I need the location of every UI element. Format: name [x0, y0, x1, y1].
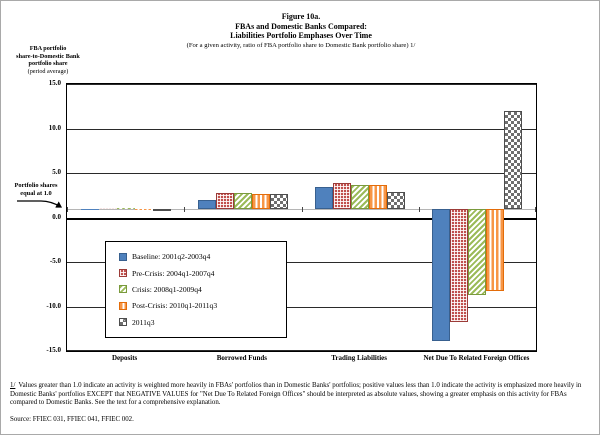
gridline	[67, 306, 536, 308]
legend-entry: 2011q3	[119, 318, 286, 327]
bar-net-due-to-related-foreign-offices-s3	[486, 208, 505, 292]
figure-subtitle: (For a given activity, ratio of FBA port…	[186, 41, 416, 49]
gridline	[67, 173, 536, 174]
y-tick-label: 10.0	[48, 123, 61, 132]
bar-deposits-s2	[116, 207, 135, 209]
bar-borrowed-funds-s4	[269, 194, 288, 209]
arrow-to-baseline-icon	[17, 200, 63, 208]
legend-label: Crisis: 2008q1-2009q4	[132, 284, 202, 294]
bar-net-due-to-related-foreign-offices-s0	[432, 208, 451, 342]
y-tick-label: 0.0	[52, 212, 61, 221]
legend-swatch	[119, 285, 127, 294]
y-tick-label: -5.0	[49, 257, 61, 265]
bar-trading-liabilities-s3	[369, 185, 388, 209]
bar-net-due-to-related-foreign-offices-s1	[450, 208, 469, 322]
x-axis-label: Borrowed Funds	[216, 354, 267, 362]
category-axis-tick	[67, 206, 68, 212]
y-axis-title: FBA portfolio share-to-Domestic Bank por…	[3, 45, 93, 75]
category-axis-tick	[301, 206, 303, 212]
baseline-annotation: Portfolio shares equal at 1.0	[3, 182, 69, 197]
footnote-text: Values greater than 1.0 indicate an acti…	[10, 382, 582, 407]
legend-swatch	[119, 252, 127, 261]
footnote-marker: 1/	[10, 382, 16, 389]
legend-label: Post-Crisis: 2010q1-2011q3	[132, 301, 218, 311]
y-axis-title-line1: FBA portfolio	[29, 45, 67, 52]
figure-title: Figure 10a. FBAs and Domestic Banks Comp…	[1, 12, 599, 50]
legend-swatch	[119, 301, 127, 310]
y-tick-label: 5.0	[52, 168, 61, 176]
category-axis-tick	[184, 206, 186, 212]
gridline	[67, 84, 536, 85]
category-axis-tick	[535, 206, 536, 212]
title-line3: Liabilities Portfolio Emphases Over Time	[230, 31, 372, 40]
y-tick-label: 15.0	[48, 79, 61, 87]
legend-label: Baseline: 2001q2-2003q4	[132, 252, 211, 262]
gridline	[67, 217, 536, 220]
annotation-line2: equal at 1.0	[20, 189, 52, 197]
legend-swatch	[119, 269, 127, 278]
legend-entry: Post-Crisis: 2010q1-2011q3	[119, 301, 286, 310]
bar-trading-liabilities-s2	[351, 184, 370, 209]
y-axis-title-line3: portfolio share	[28, 60, 68, 68]
y-axis-title-line2: share-to-Domestic Bank	[16, 52, 80, 60]
annotation-line1: Portfolio shares	[14, 182, 58, 189]
y-tick-label: -10.0	[46, 301, 61, 310]
x-axis-label: Net Due To Related Foreign Offices	[423, 354, 530, 362]
bar-deposits-s0	[80, 208, 99, 210]
bar-trading-liabilities-s1	[333, 182, 352, 209]
category-axis-tick	[418, 206, 420, 212]
bar-net-due-to-related-foreign-offices-s2	[468, 208, 487, 295]
bar-borrowed-funds-s3	[251, 194, 270, 209]
source-line: Source: FFIEC 031, FFIEC 041, FFIEC 002.	[10, 416, 134, 423]
title-line2: FBAs and Domestic Banks Compared:	[235, 21, 367, 31]
legend-label: 2011q3	[132, 317, 155, 327]
y-axis-title-line4: (period average)	[27, 67, 69, 75]
legend-entry: Baseline: 2001q2-2003q4	[119, 252, 286, 261]
bar-deposits-s4	[152, 208, 171, 212]
legend-entry: Pre-Crisis: 2004q1-2007q4	[119, 269, 286, 278]
bar-borrowed-funds-s1	[215, 193, 234, 209]
bar-trading-liabilities-s4	[387, 191, 406, 209]
x-axis-label: Deposits	[111, 354, 138, 362]
plot-area: Baseline: 2001q2-2003q4 Pre-Crisis: 2004q…	[66, 83, 537, 352]
legend-entry: Crisis: 2008q1-2009q4	[119, 285, 286, 294]
gridline	[67, 350, 536, 351]
bar-borrowed-funds-s0	[197, 199, 216, 209]
legend-label: Pre-Crisis: 2004q1-2007q4	[132, 268, 215, 278]
bar-trading-liabilities-s0	[315, 187, 334, 209]
footnote: 1/Values greater than 1.0 indicate an ac…	[10, 382, 594, 408]
x-axis-label: Trading Liabilities	[331, 354, 387, 362]
bar-net-due-to-related-foreign-offices-s4	[504, 110, 523, 209]
bar-deposits-s3	[134, 208, 153, 210]
legend-swatch	[119, 318, 127, 327]
bar-borrowed-funds-s2	[233, 193, 252, 209]
gridline	[67, 262, 536, 263]
title-line1: Figure 10a.	[281, 12, 321, 21]
bar-deposits-s1	[98, 207, 117, 209]
gridline	[67, 128, 536, 130]
legend: Baseline: 2001q2-2003q4 Pre-Crisis: 2004q…	[105, 241, 287, 338]
y-tick-label: -15.0	[46, 346, 61, 354]
